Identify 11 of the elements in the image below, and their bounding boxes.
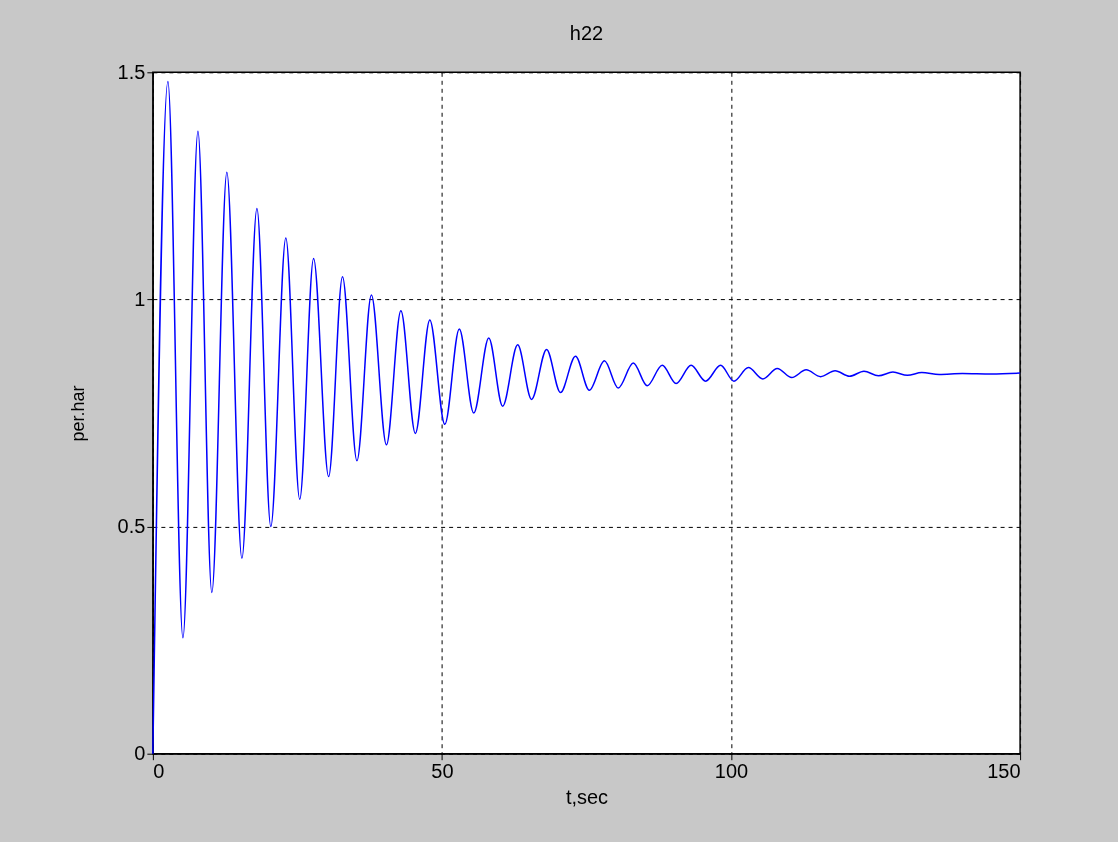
x-tick-label: 0 bbox=[153, 760, 165, 783]
y-tick-label: 1 bbox=[134, 287, 146, 310]
y-axis-title: per.har bbox=[67, 385, 88, 442]
x-axis-title: t,sec bbox=[565, 786, 609, 809]
x-tick-label: 100 bbox=[714, 760, 749, 783]
x-tick-label: 50 bbox=[431, 760, 454, 783]
y-tick-label: 1.5 bbox=[117, 60, 146, 83]
y-tick-label: 0.5 bbox=[117, 515, 146, 538]
chart-title: h22 bbox=[569, 22, 604, 45]
y-tick-label: 0 bbox=[134, 742, 146, 765]
x-tick-label: 150 bbox=[987, 760, 1021, 783]
